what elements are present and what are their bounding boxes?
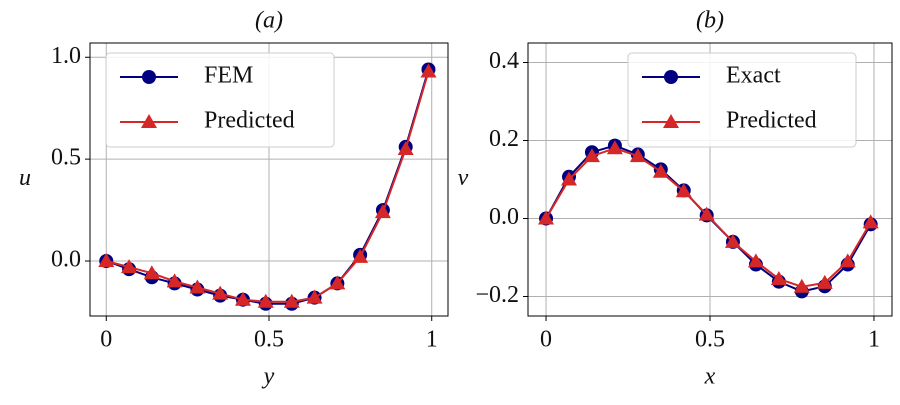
marker (770, 270, 787, 285)
x-tick-label: 1 (868, 327, 880, 353)
marker (397, 140, 414, 155)
marker (420, 63, 437, 78)
legend-label: Exact (726, 63, 781, 89)
legend-label: FEM (204, 63, 253, 89)
marker (352, 248, 369, 263)
x-tick-label: 1 (426, 327, 438, 353)
y-tick-label: 0.5 (51, 145, 81, 171)
marker (839, 253, 856, 268)
marker (143, 265, 160, 280)
legend-label: Predicted (204, 108, 295, 134)
y-tick-label: 0.4 (489, 48, 519, 74)
y-tick-label: 1.0 (51, 43, 81, 69)
marker (212, 285, 229, 300)
marker (98, 252, 115, 267)
marker (583, 148, 600, 163)
legend-label: Predicted (726, 108, 817, 134)
legend-marker (142, 70, 156, 84)
plot-frame (89, 42, 449, 317)
y-tick-label: −0.2 (475, 282, 519, 308)
marker (724, 233, 741, 248)
x-tick-label: 0 (100, 327, 112, 353)
marker (698, 206, 715, 221)
marker (862, 214, 879, 229)
marker (257, 293, 274, 308)
marker (606, 140, 623, 155)
legend-marker (663, 114, 679, 128)
x-tick-label: 0.5 (695, 327, 725, 353)
marker (560, 171, 577, 186)
marker (234, 291, 251, 306)
marker (283, 293, 300, 308)
legend-marker (141, 114, 157, 128)
marker (538, 210, 555, 225)
plot-frame (527, 42, 893, 317)
x-tick-label: 0 (540, 327, 552, 353)
marker (652, 163, 669, 178)
x-tick-label: 0.5 (254, 327, 284, 353)
y-axis-label: v (458, 165, 469, 191)
y-tick-label: 0.2 (489, 126, 519, 152)
y-tick-label: 0.0 (51, 246, 81, 272)
marker (747, 253, 764, 268)
marker (329, 275, 346, 290)
marker (374, 204, 391, 219)
marker (793, 278, 810, 293)
x-axis-label: y (262, 364, 275, 390)
chart-title: (a) (255, 8, 283, 34)
legend: Exact Predicted (627, 52, 857, 148)
x-axis-label: x (704, 364, 716, 390)
marker (675, 183, 692, 198)
marker (306, 289, 323, 304)
chart-title: (b) (696, 8, 724, 34)
marker (166, 273, 183, 288)
legend: FEM Predicted (105, 52, 335, 148)
marker (121, 259, 138, 274)
marker (629, 148, 646, 163)
y-axis-label: u (19, 165, 31, 191)
legend-marker (664, 70, 678, 84)
y-tick-label: 0.0 (489, 204, 519, 230)
marker (189, 279, 206, 294)
marker (816, 274, 833, 289)
